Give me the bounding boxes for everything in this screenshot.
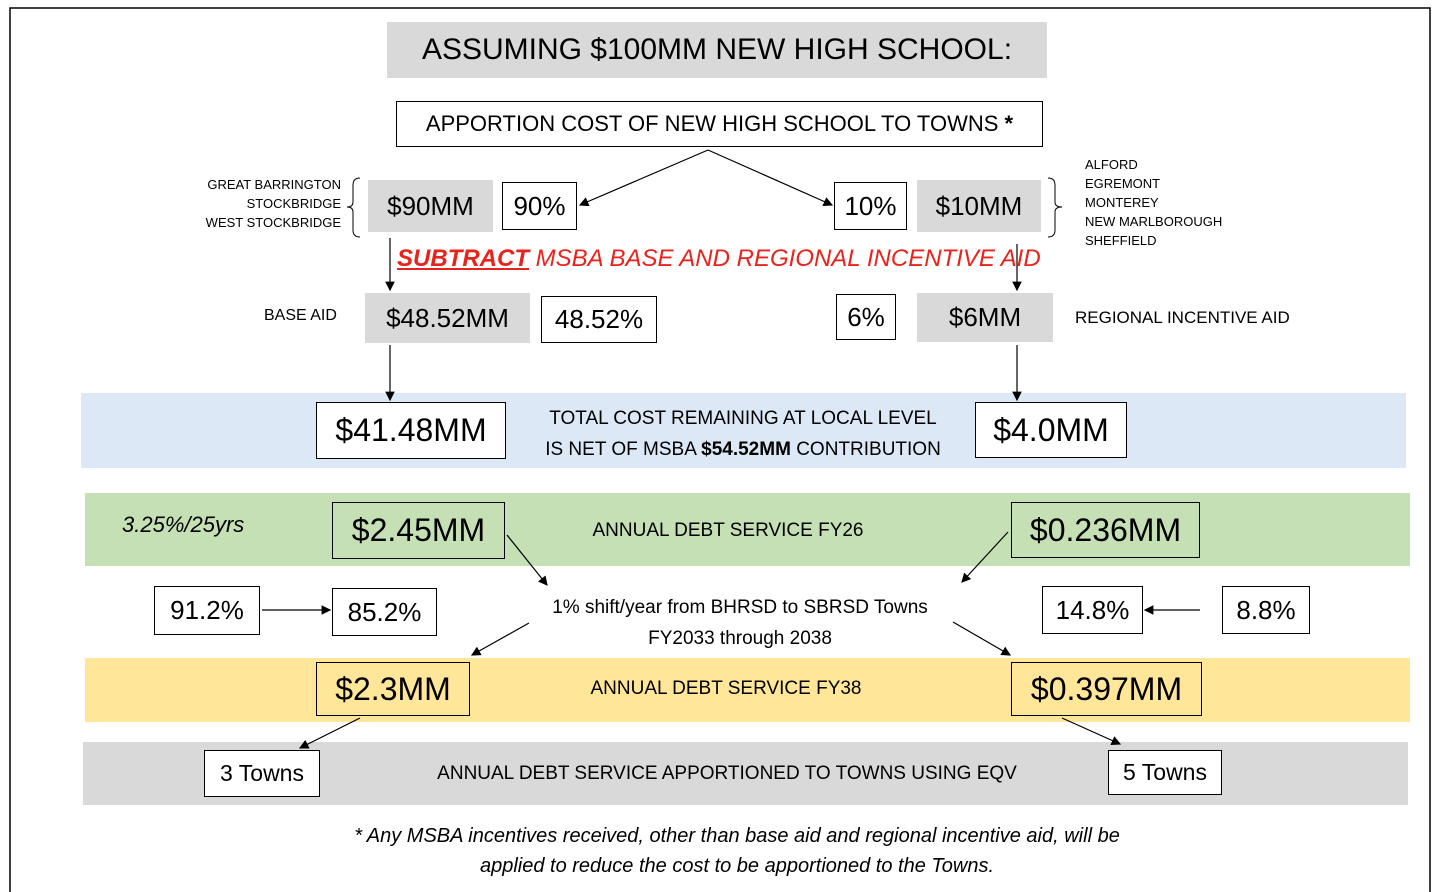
remaining-line: TOTAL COST REMAINING AT LOCAL LEVEL [549,408,937,429]
arrow [298,717,361,749]
right-share-end: 14.8% [1042,586,1143,634]
right-towns: ALFORD EGREMONT MONTEREY NEW MARLBOROUGH SHE… [1085,155,1222,250]
apportion-text: APPORTION COST OF NEW HIGH SCHOOL TO TOW… [425,111,999,136]
right-aid-pct: 6% [836,294,896,340]
left-aid-label: BASE AID [264,307,337,324]
apportion-mark: * [1004,111,1014,136]
left-share-start: 91.2% [154,586,260,635]
arrow [506,534,548,586]
arrow [470,622,530,656]
right-remaining: $4.0MM [975,402,1127,458]
left-share-end: 85.2% [332,588,437,636]
subtract-emphasis: SUBTRACT [397,245,529,272]
title: ASSUMING $100MM NEW HIGH SCHOOL: [387,22,1047,78]
shift-text: 1% shift/year from BHRSD to SBRSD Towns F… [490,592,990,654]
arrow [961,531,1009,583]
town: GREAT BARRINGTON [207,177,341,192]
bracket [346,177,361,238]
remaining-band [81,393,1406,468]
shift-line: FY2033 through 2038 [648,628,832,649]
arrow [1061,717,1122,745]
left-debt-fy26: $2.45MM [332,502,505,559]
subtract: SUBTRACT MSBA BASE AND REGIONAL INCENTIV… [397,245,1041,273]
footnote-line: * Any MSBA incentives received, other th… [354,825,1120,847]
remaining-before: IS NET OF MSBA [545,439,696,460]
right-debt-fy26: $0.236MM [1011,502,1200,558]
town: NEW MARLBOROUGH [1085,214,1223,229]
right-share: 10% [834,182,907,230]
town: EGREMONT [1085,176,1161,191]
frame [9,7,1431,892]
right-aid: $6MM [917,293,1053,342]
left-towns: GREAT BARRINGTON STOCKBRIDGE WEST STOCKBRI… [206,175,341,232]
remaining-text: TOTAL COST REMAINING AT LOCAL LEVEL IS NE… [513,403,973,465]
footnote: * Any MSBA incentives received, other th… [187,821,1287,881]
left-share: 90% [502,182,577,230]
left-remaining: $41.48MM [316,402,506,459]
subtract-text: MSBA BASE AND REGIONAL INCENTIVE AID [535,245,1041,272]
right-aid-label: REGIONAL INCENTIVE AID [1075,308,1290,327]
left-aid: $48.52MM [365,293,530,343]
right-cost: $10MM [917,180,1041,232]
town: STOCKBRIDGE [246,196,341,211]
remaining-after: CONTRIBUTION [796,439,941,460]
town: SHEFFIELD [1085,233,1157,248]
rate: 3.25%/25yrs [122,512,245,537]
footnote-line: applied to reduce the cost to be apporti… [479,855,995,877]
fy38-band [85,658,1410,722]
apportion-box: APPORTION COST OF NEW HIGH SCHOOL TO TOW… [396,101,1043,147]
fy26-band [85,493,1410,566]
town: MONTEREY [1085,195,1159,210]
left-debt-fy38: $2.3MM [316,662,470,716]
arrow [952,621,1012,656]
left-aid-pct: 48.52% [541,296,657,343]
remaining-amount: $54.52MM [701,439,791,460]
arrow [578,149,709,207]
fy38-label: ANNUAL DEBT SERVICE FY38 [590,678,862,699]
town: ALFORD [1085,157,1138,172]
shift-line: 1% shift/year from BHRSD to SBRSD Towns [552,597,928,618]
right-towns-count: 5 Towns [1108,750,1222,795]
left-cost: $90MM [368,180,493,232]
fy26-label: ANNUAL DEBT SERVICE FY26 [592,520,864,541]
apportioned-label: ANNUAL DEBT SERVICE APPORTIONED TO TOWNS… [437,763,1017,784]
bracket [1047,177,1063,238]
right-debt-fy38: $0.397MM [1011,662,1202,716]
town: WEST STOCKBRIDGE [205,215,341,230]
left-towns-count: 3 Towns [204,750,320,797]
arrow [707,149,834,206]
right-share-start: 8.8% [1222,586,1310,634]
